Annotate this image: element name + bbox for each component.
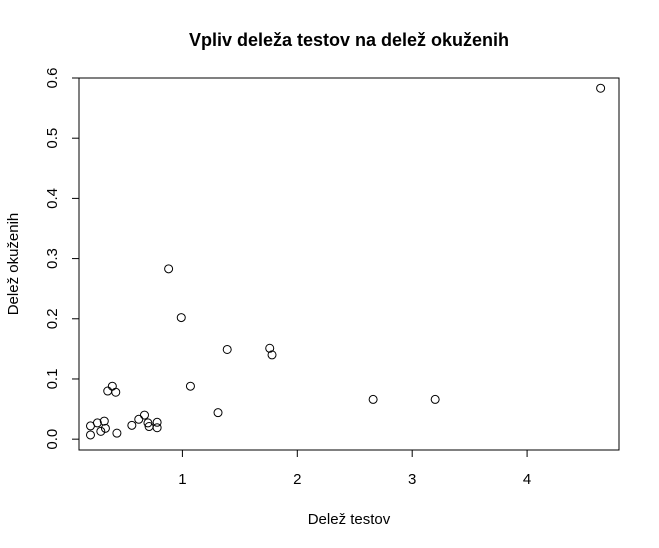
data-point <box>111 387 121 397</box>
data-point <box>107 381 117 391</box>
data-point <box>99 416 109 426</box>
plot-frame <box>78 77 620 451</box>
data-point <box>213 408 223 418</box>
x-tick-label: 1 <box>178 471 186 488</box>
data-point <box>134 414 144 424</box>
data-point <box>265 343 275 353</box>
x-tick-label: 4 <box>523 471 531 488</box>
data-point <box>185 381 195 391</box>
data-point <box>152 423 162 433</box>
chart-title: Vpliv deleža testov na delež okuženih <box>189 30 509 50</box>
data-point <box>368 394 378 404</box>
y-tick-label: 0.3 <box>44 248 61 269</box>
data-point <box>430 394 440 404</box>
y-tick-label: 0.0 <box>44 429 61 450</box>
y-tick-label: 0.5 <box>44 128 61 149</box>
data-point <box>176 313 186 323</box>
data-point <box>103 386 113 396</box>
data-point <box>92 418 102 428</box>
data-point <box>222 344 232 354</box>
y-tick-label: 0.6 <box>44 68 61 89</box>
data-point <box>100 423 110 433</box>
x-axis: 1 2 3 4 <box>178 449 531 488</box>
data-point <box>96 426 106 436</box>
data-point <box>127 420 137 430</box>
data-point <box>85 430 95 440</box>
y-axis: 0.0 0.1 0.2 0.3 0.4 0.5 0.6 <box>44 68 80 450</box>
data-points <box>85 83 606 440</box>
x-tick-label: 3 <box>408 471 416 488</box>
y-tick-label: 0.1 <box>44 369 61 390</box>
data-point <box>596 83 606 93</box>
data-point <box>143 418 153 428</box>
data-point <box>139 410 149 420</box>
x-axis-label: Delež testov <box>308 511 391 528</box>
y-tick-label: 0.4 <box>44 188 61 209</box>
data-point <box>267 350 277 360</box>
y-tick-label: 0.2 <box>44 308 61 329</box>
data-point <box>112 428 122 438</box>
data-point <box>152 417 162 427</box>
data-point <box>164 264 174 274</box>
y-axis-label: Delež okuženih <box>5 213 22 316</box>
x-tick-label: 2 <box>293 471 301 488</box>
